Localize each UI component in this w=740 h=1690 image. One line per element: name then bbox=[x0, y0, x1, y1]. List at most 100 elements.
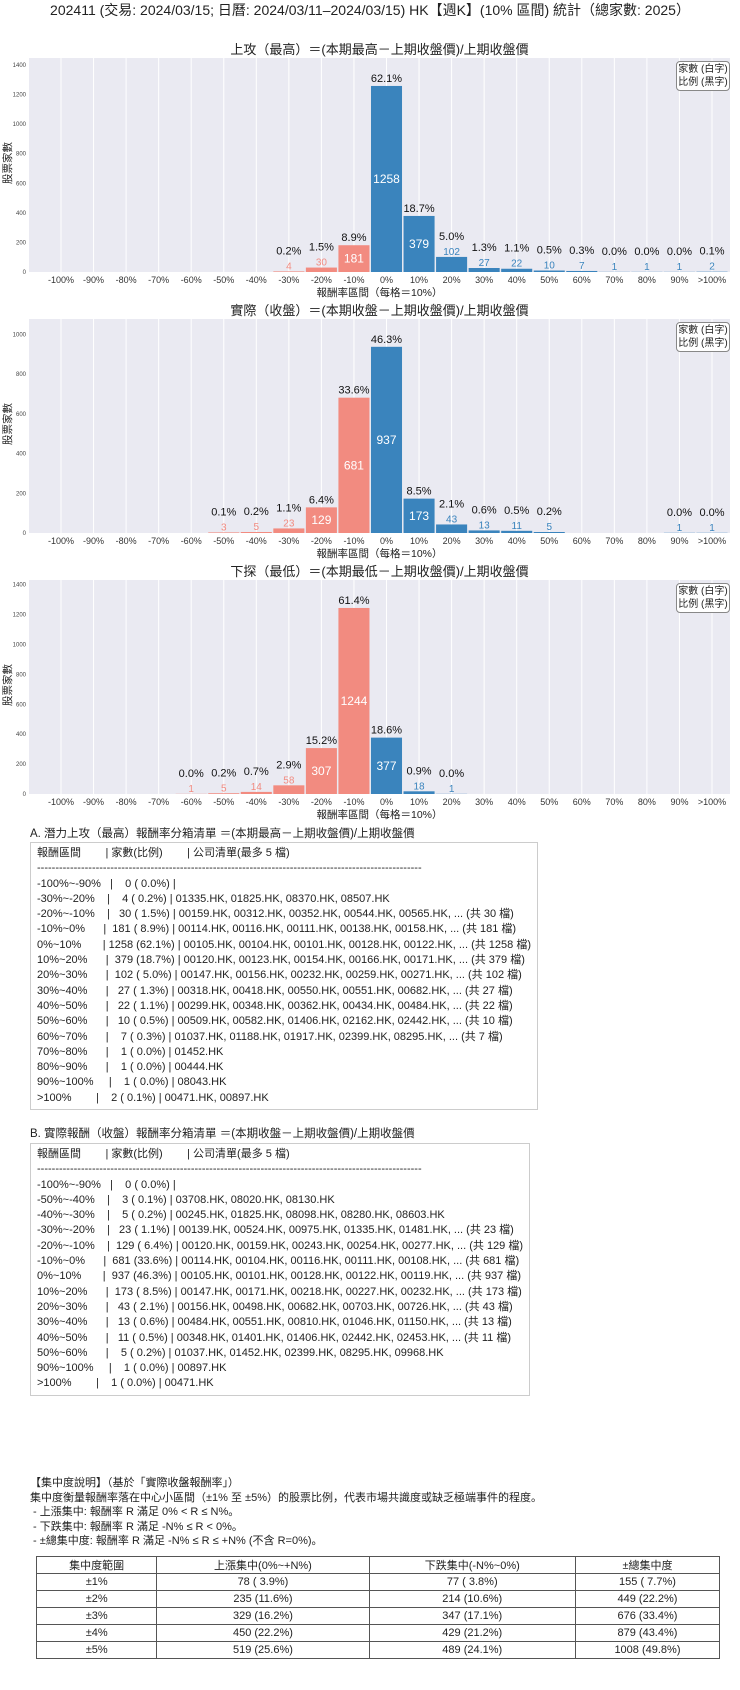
x-tick-label: -60% bbox=[181, 275, 202, 285]
bar-percent-label: 18.7% bbox=[403, 203, 434, 215]
bar bbox=[305, 507, 337, 533]
table-cell: 676 (33.4%) bbox=[574, 1607, 721, 1625]
bar-count-label: 1 bbox=[644, 262, 650, 273]
x-tick-label: -30% bbox=[278, 797, 299, 807]
x-tick-label: -70% bbox=[148, 275, 169, 285]
x-tick-label: 30% bbox=[475, 797, 493, 807]
bar bbox=[208, 793, 240, 794]
x-tick-label: -40% bbox=[246, 536, 267, 546]
y-tick-label: 0 bbox=[23, 531, 27, 537]
x-tick-label: 10% bbox=[410, 275, 428, 285]
bar bbox=[403, 498, 435, 533]
x-axis-label: 報酬率區間（每格＝10%） bbox=[316, 809, 443, 821]
bar-percent-label: 2.1% bbox=[439, 498, 464, 510]
note-line: - 上漲集中: 報酬率 R 滿足 0% < R ≤ N%。 bbox=[30, 1506, 240, 1518]
list-row: -50%~-40% | 3 ( 0.1%) | 03708.HK, 08020.… bbox=[37, 1193, 335, 1206]
list-row: 10%~20% | 379 (18.7%) | 00120.HK, 00123.… bbox=[37, 954, 525, 967]
bar-percent-label: 0.1% bbox=[699, 246, 724, 258]
bar-count-label: 1 bbox=[449, 784, 455, 795]
bar-count-label: 1 bbox=[677, 523, 683, 534]
x-tick-label: 10% bbox=[410, 797, 428, 807]
x-tick-label: 80% bbox=[638, 275, 656, 285]
x-tick-label: 50% bbox=[540, 275, 558, 285]
bar bbox=[468, 268, 500, 272]
bar-percent-label: 0.6% bbox=[472, 504, 497, 516]
bar bbox=[208, 532, 240, 533]
y-tick-label: 200 bbox=[16, 240, 27, 246]
bar-count-label: 10 bbox=[544, 261, 556, 272]
list-row: -100%~-90% | 0 ( 0.0%) | bbox=[37, 877, 176, 890]
concentration-notes: 【集中度說明】（基於「實際收盤報酬率」） 集中度衡量報酬率落在中心小區間（±1% … bbox=[30, 1476, 542, 1549]
x-tick-label: 60% bbox=[573, 275, 591, 285]
x-tick-label: -70% bbox=[148, 536, 169, 546]
bar bbox=[240, 532, 272, 533]
bar-count-label: 18 bbox=[413, 781, 425, 792]
bar bbox=[501, 268, 533, 272]
bar-count-label: 43 bbox=[446, 514, 458, 525]
bar-percent-label: 1.3% bbox=[472, 242, 497, 254]
x-tick-label: -90% bbox=[83, 797, 104, 807]
bar bbox=[273, 528, 305, 533]
table-header-cell: 下跌集中(-N%~0%) bbox=[368, 1556, 576, 1574]
bar-count-label: 173 bbox=[409, 509, 429, 523]
list-row: >100% | 2 ( 0.1%) | 00471.HK, 00897.HK bbox=[37, 1091, 269, 1104]
y-tick-label: 400 bbox=[16, 732, 27, 738]
list-b-box: 報酬區間 | 家數(比例) | 公司清單(最多 5 檔) ------------… bbox=[30, 1143, 531, 1396]
y-tick-label: 1000 bbox=[13, 642, 27, 648]
bar-percent-label: 0.3% bbox=[569, 245, 594, 257]
list-row: -100%~-90% | 0 ( 0.0%) | bbox=[37, 1178, 176, 1191]
list-divider: ----------------------------------------… bbox=[37, 862, 422, 875]
x-tick-label: 20% bbox=[443, 536, 461, 546]
bar bbox=[533, 532, 565, 533]
x-tick-label: -90% bbox=[83, 536, 104, 546]
bar-percent-label: 0.9% bbox=[407, 765, 432, 777]
chart-low: 0 200 400 600 800 1000 1200 1400 -100% -90% -80% -7… bbox=[0, 564, 740, 822]
x-tick-label: 40% bbox=[508, 536, 526, 546]
list-row: 20%~30% | 43 ( 2.1%) | 00156.HK, 00498.H… bbox=[37, 1300, 513, 1313]
x-tick-label: 90% bbox=[670, 275, 688, 285]
list-row: -30%~-20% | 4 ( 0.2%) | 01335.HK, 01825.… bbox=[37, 892, 390, 905]
bar bbox=[273, 271, 305, 272]
bar-percent-label: 0.2% bbox=[211, 767, 236, 779]
x-tick-label: -50% bbox=[213, 275, 234, 285]
bar bbox=[370, 85, 403, 272]
y-tick-label: 1200 bbox=[13, 93, 27, 99]
bar bbox=[273, 785, 305, 794]
list-row: 90%~100% | 1 ( 0.0%) | 08043.HK bbox=[37, 1076, 227, 1089]
table-cell: 78 ( 3.9%) bbox=[156, 1573, 370, 1591]
x-tick-label: 20% bbox=[443, 275, 461, 285]
y-tick-label: 800 bbox=[16, 672, 27, 678]
list-header: 報酬區間 | 家數(比例) | 公司清單(最多 5 檔) bbox=[37, 1148, 290, 1160]
bar-percent-label: 1.1% bbox=[276, 502, 301, 514]
bar-percent-label: 0.5% bbox=[504, 505, 529, 517]
x-tick-label: -80% bbox=[116, 275, 137, 285]
y-axis-label: 股票家數 bbox=[2, 403, 14, 445]
bar bbox=[338, 607, 370, 794]
y-tick-label: 200 bbox=[16, 762, 27, 768]
note-line: 【集中度說明】（基於「實際收盤報酬率」） bbox=[30, 1477, 239, 1489]
x-tick-label: 40% bbox=[508, 797, 526, 807]
table-cell: 155 ( 7.7%) bbox=[574, 1573, 721, 1591]
y-tick-label: 400 bbox=[16, 211, 27, 217]
x-tick-label: -20% bbox=[311, 797, 332, 807]
bar-count-label: 27 bbox=[479, 258, 491, 269]
chart-high: 0 200 400 600 800 1000 1200 1400 -100% -90% -80% -7… bbox=[0, 42, 740, 300]
x-tick-label: -60% bbox=[181, 797, 202, 807]
bar bbox=[370, 346, 403, 533]
bar-count-label: 22 bbox=[511, 259, 523, 270]
x-tick-label: 50% bbox=[540, 797, 558, 807]
y-tick-label: 600 bbox=[16, 412, 27, 418]
bar-count-label: 181 bbox=[344, 252, 364, 266]
bar-count-label: 2 bbox=[709, 262, 715, 273]
bar-percent-label: 0.2% bbox=[537, 506, 562, 518]
bar-count-label: 377 bbox=[376, 759, 396, 773]
y-tick-label: 1400 bbox=[13, 583, 27, 589]
list-row: 50%~60% | 10 ( 0.5%) | 00509.HK, 00582.H… bbox=[37, 1015, 513, 1028]
list-row: -30%~-20% | 23 ( 1.1%) | 00139.HK, 00524… bbox=[37, 1224, 514, 1237]
bar-count-label: 1 bbox=[709, 523, 715, 534]
chart-high-svg: 0 200 400 600 800 1000 1200 1400 -100% -90% -80% -7… bbox=[13, 58, 730, 285]
bar-count-label: 5 bbox=[546, 522, 552, 533]
bar bbox=[240, 791, 272, 794]
bar-count-label: 13 bbox=[479, 520, 491, 531]
list-row: 40%~50% | 11 ( 0.5%) | 00348.HK, 01401.H… bbox=[37, 1331, 511, 1344]
